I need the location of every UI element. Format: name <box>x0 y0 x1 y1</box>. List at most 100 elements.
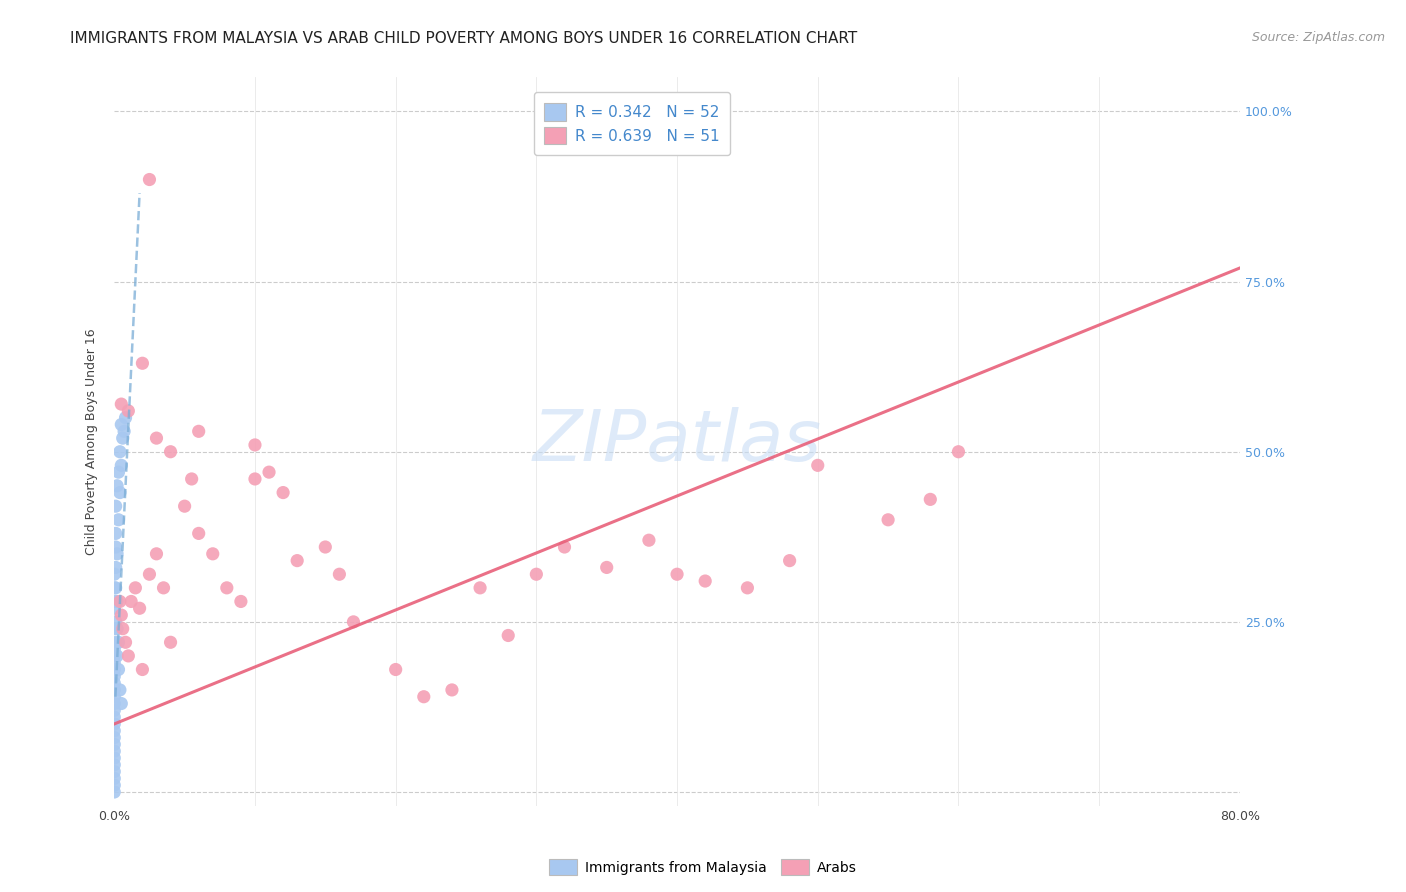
Point <box>131 356 153 370</box>
Point <box>104 499 127 513</box>
Point <box>107 635 129 649</box>
Point <box>215 581 238 595</box>
Point <box>103 669 125 683</box>
Point <box>105 479 128 493</box>
Point <box>103 703 125 717</box>
Point <box>103 731 125 745</box>
Point <box>145 431 167 445</box>
Point <box>110 397 132 411</box>
Point <box>173 499 195 513</box>
Point <box>104 540 127 554</box>
Text: Source: ZipAtlas.com: Source: ZipAtlas.com <box>1251 31 1385 45</box>
Point <box>103 642 125 657</box>
Point <box>107 465 129 479</box>
Point <box>342 615 364 629</box>
Point <box>159 635 181 649</box>
Point <box>440 682 463 697</box>
Point <box>110 458 132 473</box>
Point <box>107 513 129 527</box>
Point <box>145 547 167 561</box>
Point <box>112 425 135 439</box>
Point <box>103 751 125 765</box>
Point <box>468 581 491 595</box>
Point <box>110 608 132 623</box>
Point <box>285 554 308 568</box>
Point <box>243 472 266 486</box>
Point <box>314 540 336 554</box>
Point <box>120 594 142 608</box>
Point <box>807 458 830 473</box>
Point <box>103 567 125 582</box>
Point <box>152 581 174 595</box>
Point <box>103 648 125 663</box>
Point <box>638 533 661 548</box>
Point <box>117 404 139 418</box>
Point <box>105 622 128 636</box>
Point <box>108 594 131 608</box>
Point <box>328 567 350 582</box>
Point <box>524 567 547 582</box>
Point <box>243 438 266 452</box>
Point <box>103 690 125 704</box>
Point <box>779 554 801 568</box>
Point <box>596 560 619 574</box>
Point <box>187 526 209 541</box>
Text: IMMIGRANTS FROM MALAYSIA VS ARAB CHILD POVERTY AMONG BOYS UNDER 16 CORRELATION C: IMMIGRANTS FROM MALAYSIA VS ARAB CHILD P… <box>70 31 858 46</box>
Point <box>920 492 942 507</box>
Point <box>111 431 134 445</box>
Y-axis label: Child Poverty Among Boys Under 16: Child Poverty Among Boys Under 16 <box>86 328 98 555</box>
Point <box>412 690 434 704</box>
Point <box>159 444 181 458</box>
Point <box>117 648 139 663</box>
Point <box>201 547 224 561</box>
Point <box>138 567 160 582</box>
Point <box>103 581 125 595</box>
Point <box>104 594 127 608</box>
Point <box>103 757 125 772</box>
Point <box>108 485 131 500</box>
Point <box>180 472 202 486</box>
Legend: R = 0.342   N = 52, R = 0.639   N = 51: R = 0.342 N = 52, R = 0.639 N = 51 <box>534 93 730 155</box>
Point <box>108 444 131 458</box>
Point <box>271 485 294 500</box>
Point <box>103 737 125 751</box>
Point <box>114 410 136 425</box>
Point <box>103 710 125 724</box>
Point <box>138 172 160 186</box>
Point <box>257 465 280 479</box>
Point <box>105 594 128 608</box>
Point <box>111 622 134 636</box>
Point <box>187 425 209 439</box>
Point <box>103 663 125 677</box>
Point <box>107 663 129 677</box>
Point <box>103 656 125 670</box>
Point <box>666 567 689 582</box>
Point <box>103 622 125 636</box>
Point <box>103 601 125 615</box>
Point <box>103 717 125 731</box>
Point <box>103 697 125 711</box>
Point <box>110 417 132 432</box>
Point <box>553 540 575 554</box>
Point <box>104 615 127 629</box>
Point <box>877 513 900 527</box>
Point <box>229 594 252 608</box>
Point <box>103 785 125 799</box>
Point <box>103 778 125 792</box>
Point <box>104 560 127 574</box>
Point <box>948 444 970 458</box>
Point <box>105 648 128 663</box>
Point <box>103 744 125 758</box>
Point <box>110 697 132 711</box>
Point <box>695 574 717 588</box>
Point <box>104 526 127 541</box>
Point <box>103 676 125 690</box>
Point <box>384 663 406 677</box>
Point <box>105 547 128 561</box>
Point <box>103 723 125 738</box>
Point <box>104 581 127 595</box>
Point <box>103 764 125 779</box>
Text: ZIPatlas: ZIPatlas <box>533 407 821 476</box>
Point <box>114 635 136 649</box>
Point <box>103 682 125 697</box>
